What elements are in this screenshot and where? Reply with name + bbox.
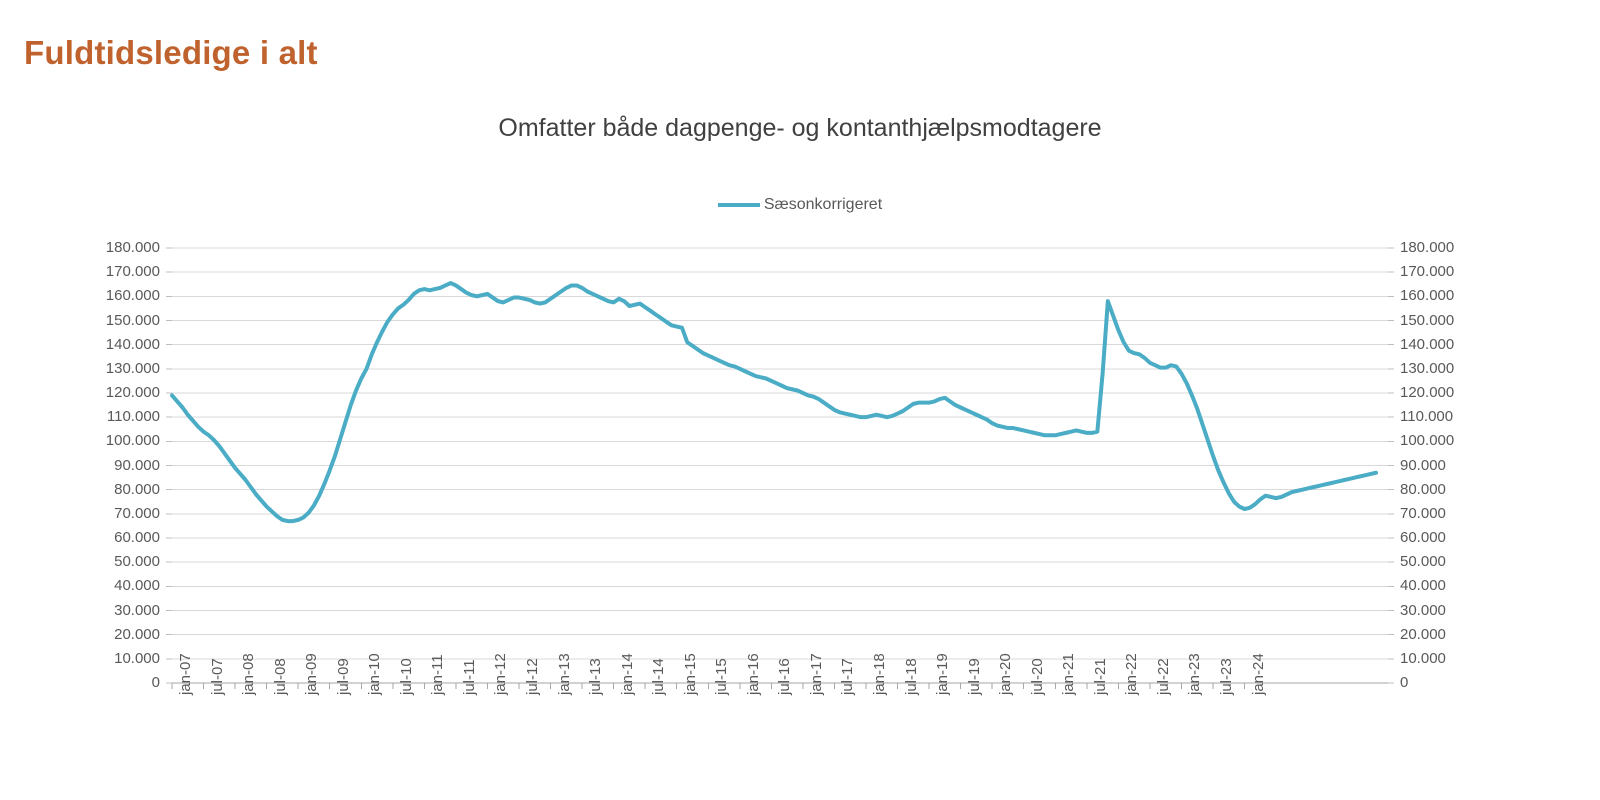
y-axis-label-right: 50.000: [1400, 553, 1446, 571]
y-axis-label-left: 70.000: [114, 504, 160, 522]
y-axis-label-right: 140.000: [1400, 335, 1455, 353]
data-line-saesonkorrigeret: [170, 281, 1378, 524]
x-axis-label: jan-15: [681, 653, 699, 695]
x-axis-label: jul-20: [1028, 658, 1046, 695]
y-axis-label-left: 140.000: [105, 335, 160, 353]
y-axis-label-right: 60.000: [1400, 529, 1446, 546]
x-axis-label: jul-18: [902, 658, 920, 695]
y-axis-label-right: 120.000: [1400, 384, 1455, 401]
x-axis-label: jan-11: [429, 654, 447, 695]
chart-subtitle: Omfatter både dagpenge- og kontanthjælps…: [498, 114, 1102, 142]
x-axis-label: jan-18: [871, 653, 888, 695]
x-axis-label: jul-22: [1154, 658, 1172, 695]
x-axis-label: jan-24: [1249, 653, 1267, 695]
y-axis-label-left: 170.000: [105, 263, 160, 281]
y-axis-label-right: 180.000: [1400, 239, 1455, 256]
legend-item-saesonkorrigeret[interactable]: Sæsonkorrigeret: [717, 196, 883, 214]
x-axis-label: jul-09: [334, 658, 352, 695]
x-axis-label: jan-21: [1060, 653, 1078, 695]
x-axis-label: jul-13: [587, 658, 605, 695]
y-axis-label-right: 20.000: [1400, 625, 1446, 643]
y-axis-label-left: 60.000: [114, 529, 160, 546]
legend-label: Sæsonkorrigeret: [763, 196, 883, 213]
y-axis-label-left: 30.000: [114, 601, 160, 619]
y-axis-label-left: 110.000: [106, 408, 160, 426]
x-axis-label: jul-08: [271, 658, 289, 695]
y-axis-label-left: 10.000: [114, 649, 160, 667]
legend-line-swatch-icon: [717, 203, 760, 207]
x-axis-label: jul-19: [965, 658, 983, 695]
y-axis-label-left: 40.000: [114, 577, 160, 595]
y-axis-label-left: 50.000: [114, 553, 160, 571]
y-axis-label-left: 120.000: [105, 384, 160, 401]
x-axis-label: jan-17: [807, 653, 825, 695]
x-axis-label: jul-14: [650, 658, 668, 695]
x-axis-label: jul-10: [397, 658, 415, 695]
y-axis-label-right: 70.000: [1400, 504, 1446, 522]
y-axis-label-right: 90.000: [1400, 456, 1446, 474]
x-axis-label: jan-22: [1123, 653, 1141, 695]
y-axis-label-right: 110.000: [1400, 408, 1454, 426]
x-axis-label: jan-12: [492, 653, 510, 695]
x-axis-label: jul-17: [839, 658, 857, 695]
y-axis-label-left: 0: [151, 674, 160, 691]
x-axis-label: jan-23: [1186, 653, 1204, 695]
x-axis-label: jul-07: [208, 658, 226, 695]
x-axis-label: jul-15: [713, 658, 731, 695]
y-axis-label-right: 40.000: [1400, 577, 1446, 595]
y-axis-label-left: 20.000: [114, 625, 160, 643]
y-axis-label-right: 100.000: [1400, 432, 1455, 450]
y-axis-label-right: 160.000: [1400, 287, 1455, 305]
x-axis-label: jul-16: [776, 658, 794, 695]
y-axis-label-right: 130.000: [1400, 359, 1455, 377]
x-axis-label: jul-12: [524, 658, 541, 695]
y-axis-label-right: 0: [1400, 674, 1409, 691]
y-axis-label-left: 160.000: [105, 287, 160, 305]
y-axis-label-left: 100.000: [105, 432, 160, 450]
x-axis-label: jan-13: [555, 653, 573, 695]
y-axis-label-right: 80.000: [1400, 480, 1446, 498]
x-axis-label: jul-21: [1091, 658, 1109, 695]
x-axis-label: jan-10: [366, 653, 384, 695]
y-axis-label-right: 150.000: [1400, 311, 1455, 329]
x-axis-label: jan-19: [934, 653, 952, 695]
chart-legend: Sæsonkorrigeret: [0, 196, 1600, 214]
y-axis-label-left: 80.000: [114, 480, 160, 498]
y-axis-label-right: 10.000: [1400, 649, 1446, 667]
y-axis-label-left: 180.000: [105, 239, 160, 256]
page-title: Fuldtidsledige i alt: [24, 34, 318, 71]
x-axis-label: jul-23: [1218, 658, 1235, 695]
x-axis-label: jan-14: [618, 653, 636, 695]
x-axis-label: jan-08: [240, 653, 258, 695]
y-axis-label-right: 30.000: [1400, 601, 1446, 619]
x-axis-label: jan-09: [303, 653, 321, 695]
y-axis-label-right: 170.000: [1400, 263, 1455, 281]
y-axis-label-left: 90.000: [114, 456, 160, 474]
x-axis-label: jan-20: [997, 653, 1015, 695]
x-axis-label: jan-16: [744, 653, 762, 695]
x-axis-label: jan-07: [177, 653, 194, 695]
x-axis-label: jul-11: [460, 659, 478, 695]
y-axis-label-left: 130.000: [105, 359, 160, 377]
y-axis-label-left: 150.000: [105, 311, 160, 329]
